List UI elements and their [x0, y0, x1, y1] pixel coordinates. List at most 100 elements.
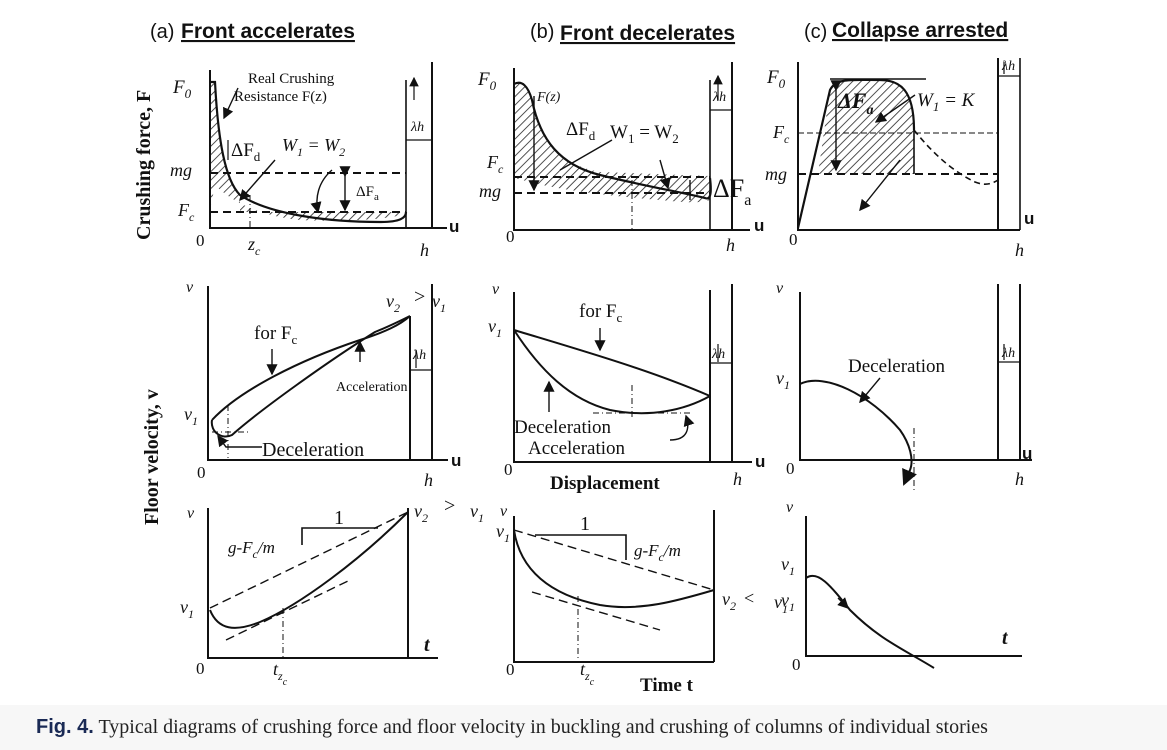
row-label-velocity: Floor velocity, v	[141, 389, 163, 525]
svg-text:Acceleration: Acceleration	[336, 380, 408, 395]
row-label-force: Crushing force, F	[133, 90, 155, 240]
svg-text:0: 0	[504, 460, 513, 479]
svg-text:0: 0	[196, 231, 205, 250]
svg-text:zc: zc	[247, 234, 261, 258]
svg-text:v: v	[500, 503, 508, 520]
svg-text:ΔFa: ΔFa	[713, 174, 751, 209]
labels-velocity-b: v v1 for Fc λh Deceleration Acceleration…	[488, 281, 765, 489]
svg-text:λh: λh	[1001, 346, 1015, 361]
svg-text:for Fc: for Fc	[254, 323, 297, 347]
svg-text:Fc: Fc	[772, 122, 790, 146]
svg-text:tzc: tzc	[273, 659, 288, 688]
svg-text:v1: v1	[774, 592, 788, 616]
svg-text:h: h	[420, 240, 429, 260]
svg-text:u: u	[449, 217, 459, 236]
svg-text:Front accelerates: Front accelerates	[181, 20, 355, 43]
svg-text:>: >	[444, 495, 455, 517]
svg-text:v: v	[187, 505, 195, 522]
labels-force-b: F0 F(z) ΔFd W1 = W2 Fc mg ΔFa 0 h u λh	[477, 69, 764, 255]
svg-text:h: h	[733, 469, 742, 489]
velocity-curve-real-b	[513, 329, 711, 415]
svg-text:<: <	[744, 588, 754, 608]
svg-text:ΔFd: ΔFd	[566, 119, 596, 143]
plot-velocity-b	[513, 284, 752, 463]
time-curve-c	[805, 574, 935, 669]
plot-time-c	[805, 516, 1022, 669]
svg-text:Collapse arrested: Collapse arrested	[832, 19, 1008, 42]
svg-text:>: >	[414, 286, 425, 308]
svg-text:1: 1	[334, 507, 344, 529]
svg-text:v1: v1	[470, 501, 484, 525]
svg-text:W1 = W2: W1 = W2	[610, 122, 679, 146]
svg-text:F0: F0	[477, 69, 497, 93]
crushing-curve-b	[513, 81, 712, 200]
svg-text:Fc: Fc	[177, 200, 195, 224]
svg-text:t: t	[1002, 627, 1009, 649]
svg-text:u: u	[754, 216, 764, 235]
svg-text:h: h	[1015, 469, 1024, 489]
svg-text:ΔFa: ΔFa	[837, 88, 873, 118]
plot-time-b	[513, 510, 715, 663]
svg-text:u: u	[451, 451, 461, 470]
svg-text:v1: v1	[488, 316, 502, 340]
svg-text:g-Fc/m: g-Fc/m	[634, 541, 681, 564]
svg-text:λh: λh	[410, 120, 424, 135]
svg-text:v: v	[786, 499, 794, 516]
svg-text:1: 1	[580, 513, 590, 535]
svg-text:v1: v1	[776, 368, 790, 392]
svg-text:ΔFa: ΔFa	[356, 184, 379, 203]
plot-velocity-c	[799, 284, 1032, 490]
svg-text:u: u	[1022, 444, 1032, 463]
svg-text:λh: λh	[712, 90, 726, 105]
svg-text:Acceleration: Acceleration	[528, 438, 626, 459]
svg-text:Front decelerates: Front decelerates	[560, 22, 735, 45]
time-curve-a	[209, 511, 409, 629]
svg-text:mg: mg	[765, 164, 787, 184]
svg-text:λh: λh	[412, 348, 426, 363]
velocity-curve-fc-b	[513, 329, 711, 397]
svg-text:0: 0	[506, 660, 515, 679]
svg-text:Deceleration: Deceleration	[262, 439, 364, 461]
figure-4: (a) Front accelerates (b) Front decelera…	[133, 19, 1035, 696]
panel-c-header: (c) Collapse arrested	[804, 19, 1008, 43]
svg-text:v1: v1	[432, 291, 446, 315]
svg-text:Real Crushing: Real Crushing	[248, 71, 335, 87]
figure-caption: Fig. 4. Typical diagrams of crushing for…	[36, 716, 1156, 739]
hatched-area-b	[514, 82, 710, 203]
svg-text:h: h	[424, 470, 433, 490]
svg-text:0: 0	[792, 655, 801, 674]
svg-text:t: t	[424, 634, 431, 656]
svg-text:for Fc: for Fc	[579, 301, 622, 325]
plot-time-a	[207, 508, 438, 659]
svg-text:v2: v2	[722, 589, 736, 613]
labels-velocity-a: v v2 > v1 for Fc Acceleration λh v1 Dece…	[184, 279, 461, 490]
svg-text:0: 0	[786, 459, 795, 478]
svg-text:W1 = K: W1 = K	[917, 90, 976, 114]
svg-text:h: h	[726, 235, 735, 255]
svg-text:Fc: Fc	[486, 152, 504, 176]
svg-text:v: v	[186, 279, 194, 296]
labels-time-c: v v1 v1 0 t	[781, 499, 1009, 674]
svg-text:v2: v2	[414, 501, 428, 525]
svg-text:0: 0	[197, 463, 206, 482]
svg-text:mg: mg	[170, 160, 192, 180]
svg-text:v1: v1	[180, 597, 194, 621]
svg-text:v1: v1	[781, 554, 795, 578]
plot-force-c	[796, 58, 1021, 231]
labels-time-a: v 1 v2 > v1 g-Fc/m v1 0 tzc t	[180, 495, 484, 688]
plot-force-a	[209, 62, 447, 229]
time-axis-label: Time t	[640, 675, 694, 696]
svg-text:F0: F0	[172, 77, 192, 101]
svg-text:λh: λh	[711, 347, 725, 362]
labels-time-b: v v1 1 g-Fc/m v2 < v1 0 tzc	[496, 503, 788, 688]
svg-text:g-Fc/m: g-Fc/m	[228, 538, 275, 561]
svg-text:0: 0	[789, 230, 798, 249]
svg-text:v: v	[492, 281, 500, 298]
svg-text:(c): (c)	[804, 21, 827, 43]
svg-text:W1 = W2: W1 = W2	[282, 135, 345, 159]
panel-b-header: (b) Front decelerates	[530, 21, 735, 45]
svg-text:ΔFd: ΔFd	[231, 140, 261, 164]
svg-text:0: 0	[196, 659, 205, 678]
svg-text:v1: v1	[184, 404, 198, 428]
velocity-curve-c	[799, 379, 917, 486]
